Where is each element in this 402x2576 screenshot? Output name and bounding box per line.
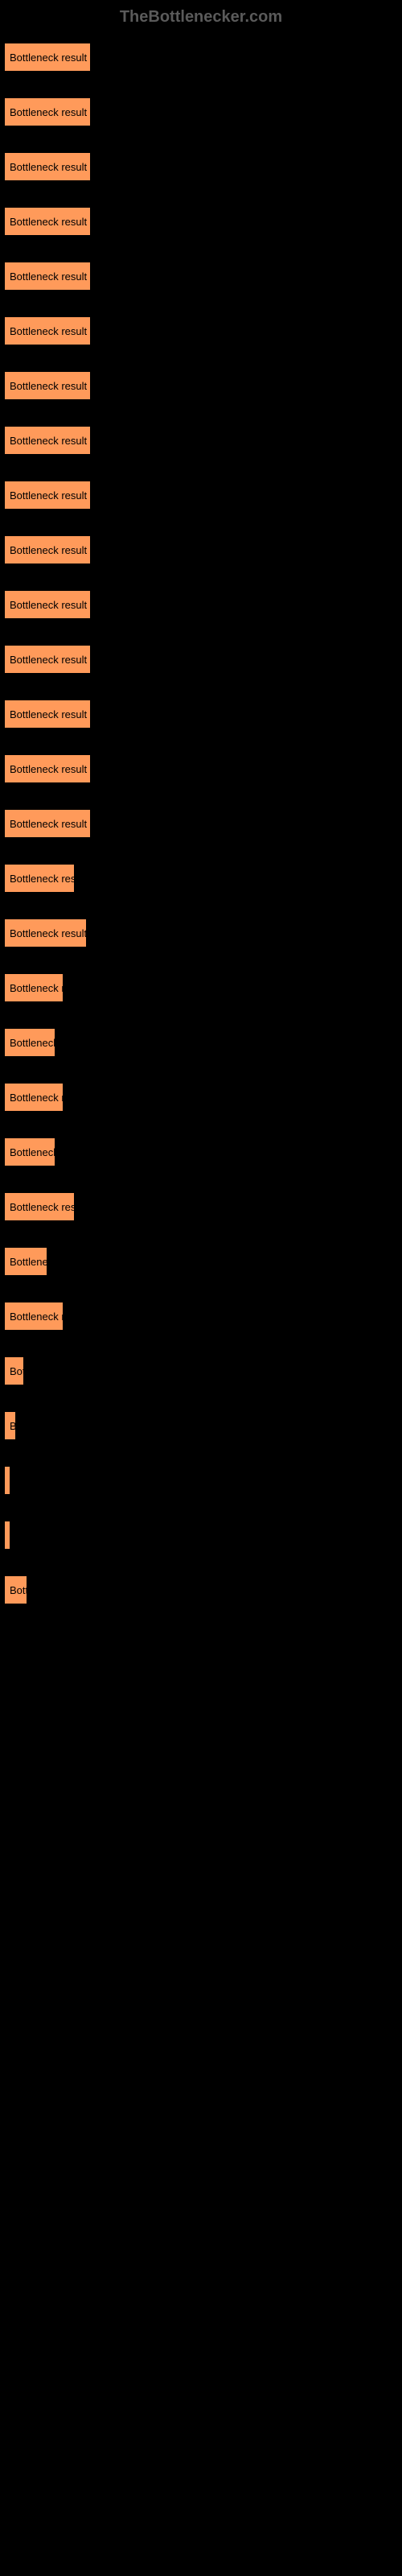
bar-row: Bottleneck result xyxy=(4,919,398,947)
bar-row: Bottleneck result xyxy=(4,481,398,510)
chart-bar: Bottleneck result xyxy=(4,973,64,1002)
bar-label: Bottleneck result xyxy=(10,435,87,447)
chart-bar: Bottleneck result xyxy=(4,316,91,345)
bar-label: Bottleneck result xyxy=(10,818,87,830)
bar-label: Bottleneck result xyxy=(10,489,87,502)
chart-bar: Bottleneck result xyxy=(4,1028,55,1057)
bar-label: Bottleneck result xyxy=(10,1146,55,1158)
chart-bar: Bottleneck result xyxy=(4,152,91,181)
chart-bar: Bottleneck result xyxy=(4,535,91,564)
chart-bar: Bottleneck result xyxy=(4,371,91,400)
bar-label: Bottleneck result xyxy=(10,325,87,337)
bar-label: Bottleneck result xyxy=(10,1256,47,1268)
bar-row: Bottleneck result xyxy=(4,1083,398,1112)
chart-bar: Bottleneck result xyxy=(4,645,91,674)
bar-row: Bottleneck result xyxy=(4,316,398,345)
bar-label: Bottleneck result xyxy=(10,1311,64,1323)
bar-row: Bottleneck result xyxy=(4,700,398,729)
bar-label: Bottleneck result xyxy=(10,763,87,775)
chart-bar: Bottleneck result xyxy=(4,590,91,619)
bar-row: Bottleneck result xyxy=(4,1466,398,1495)
bar-label: Bottleneck result xyxy=(10,216,87,228)
bar-chart: Bottleneck result Bottleneck result Bottle… xyxy=(0,43,402,1604)
bar-row: Bottleneck result xyxy=(4,1028,398,1057)
bar-label: Bottleneck result xyxy=(10,708,87,720)
bar-row: Bottleneck result xyxy=(4,1247,398,1276)
bar-row: Bottleneck result xyxy=(4,426,398,455)
bar-label: Bottleneck result xyxy=(10,106,87,118)
bar-label: Bottleneck result xyxy=(10,1584,27,1596)
bar-label: Bottleneck result xyxy=(10,927,87,939)
bar-row: Bottleneck result xyxy=(4,1137,398,1166)
bar-label: Bottleneck result xyxy=(10,544,87,556)
chart-bar: Bottleneck result xyxy=(4,864,75,893)
bar-row: Bottleneck result xyxy=(4,97,398,126)
bar-row: Bottleneck result xyxy=(4,864,398,893)
bar-label: Bottleneck result xyxy=(10,873,75,885)
chart-bar: Bottleneck result xyxy=(4,97,91,126)
site-header: TheBottlenecker.com xyxy=(0,8,402,27)
bar-row: Bottleneck result xyxy=(4,1356,398,1385)
chart-bar: Bottleneck result xyxy=(4,1356,24,1385)
bar-row: Bottleneck result xyxy=(4,1411,398,1440)
bar-label: Bottleneck result xyxy=(10,380,87,392)
bar-row: Bottleneck result xyxy=(4,1575,398,1604)
bar-row: Bottleneck result xyxy=(4,262,398,291)
chart-bar: Bottleneck result xyxy=(4,809,91,838)
bar-row: Bottleneck result xyxy=(4,754,398,783)
chart-bar: Bottleneck result xyxy=(4,1411,16,1440)
chart-bar: Bottleneck result xyxy=(4,754,91,783)
bar-row: Bottleneck result xyxy=(4,590,398,619)
bar-label: Bottleneck result xyxy=(10,1365,24,1377)
bar-row: Bottleneck result xyxy=(4,535,398,564)
chart-bar: Bottleneck result xyxy=(4,919,87,947)
chart-bar: Bottleneck result xyxy=(4,1575,27,1604)
bar-label: Bottleneck result xyxy=(10,1092,64,1104)
chart-bar: Bottleneck result xyxy=(4,43,91,72)
chart-bar: Bottleneck result xyxy=(4,1247,47,1276)
bar-label: Bottleneck result xyxy=(10,1420,16,1432)
chart-bar: Bottleneck result xyxy=(4,426,91,455)
chart-bar: Bottleneck result xyxy=(4,1521,10,1550)
bar-row: Bottleneck result xyxy=(4,43,398,72)
chart-bar: Bottleneck result xyxy=(4,1083,64,1112)
chart-bar: Bottleneck result xyxy=(4,1192,75,1221)
bar-label: Bottleneck result xyxy=(10,161,87,173)
bar-label: Bottleneck result xyxy=(10,1037,55,1049)
bar-row: Bottleneck result xyxy=(4,973,398,1002)
bar-label: Bottleneck result xyxy=(10,982,64,994)
chart-bar: Bottleneck result xyxy=(4,1302,64,1331)
chart-bar: Bottleneck result xyxy=(4,1137,55,1166)
chart-bar: Bottleneck result xyxy=(4,262,91,291)
bar-label: Bottleneck result xyxy=(10,1201,75,1213)
bar-row: Bottleneck result xyxy=(4,1192,398,1221)
bar-row: Bottleneck result xyxy=(4,809,398,838)
chart-bar: Bottleneck result xyxy=(4,1466,10,1495)
bar-row: Bottleneck result xyxy=(4,1302,398,1331)
bar-row: Bottleneck result xyxy=(4,207,398,236)
chart-bar: Bottleneck result xyxy=(4,700,91,729)
bar-label: Bottleneck result xyxy=(10,270,87,283)
bar-row: Bottleneck result xyxy=(4,371,398,400)
chart-bar: Bottleneck result xyxy=(4,207,91,236)
bar-row: Bottleneck result xyxy=(4,1521,398,1550)
bar-row: Bottleneck result xyxy=(4,645,398,674)
bar-label: Bottleneck result xyxy=(10,52,87,64)
bar-label: Bottleneck result xyxy=(10,599,87,611)
chart-bar: Bottleneck result xyxy=(4,481,91,510)
bar-row: Bottleneck result xyxy=(4,152,398,181)
bar-label: Bottleneck result xyxy=(10,654,87,666)
